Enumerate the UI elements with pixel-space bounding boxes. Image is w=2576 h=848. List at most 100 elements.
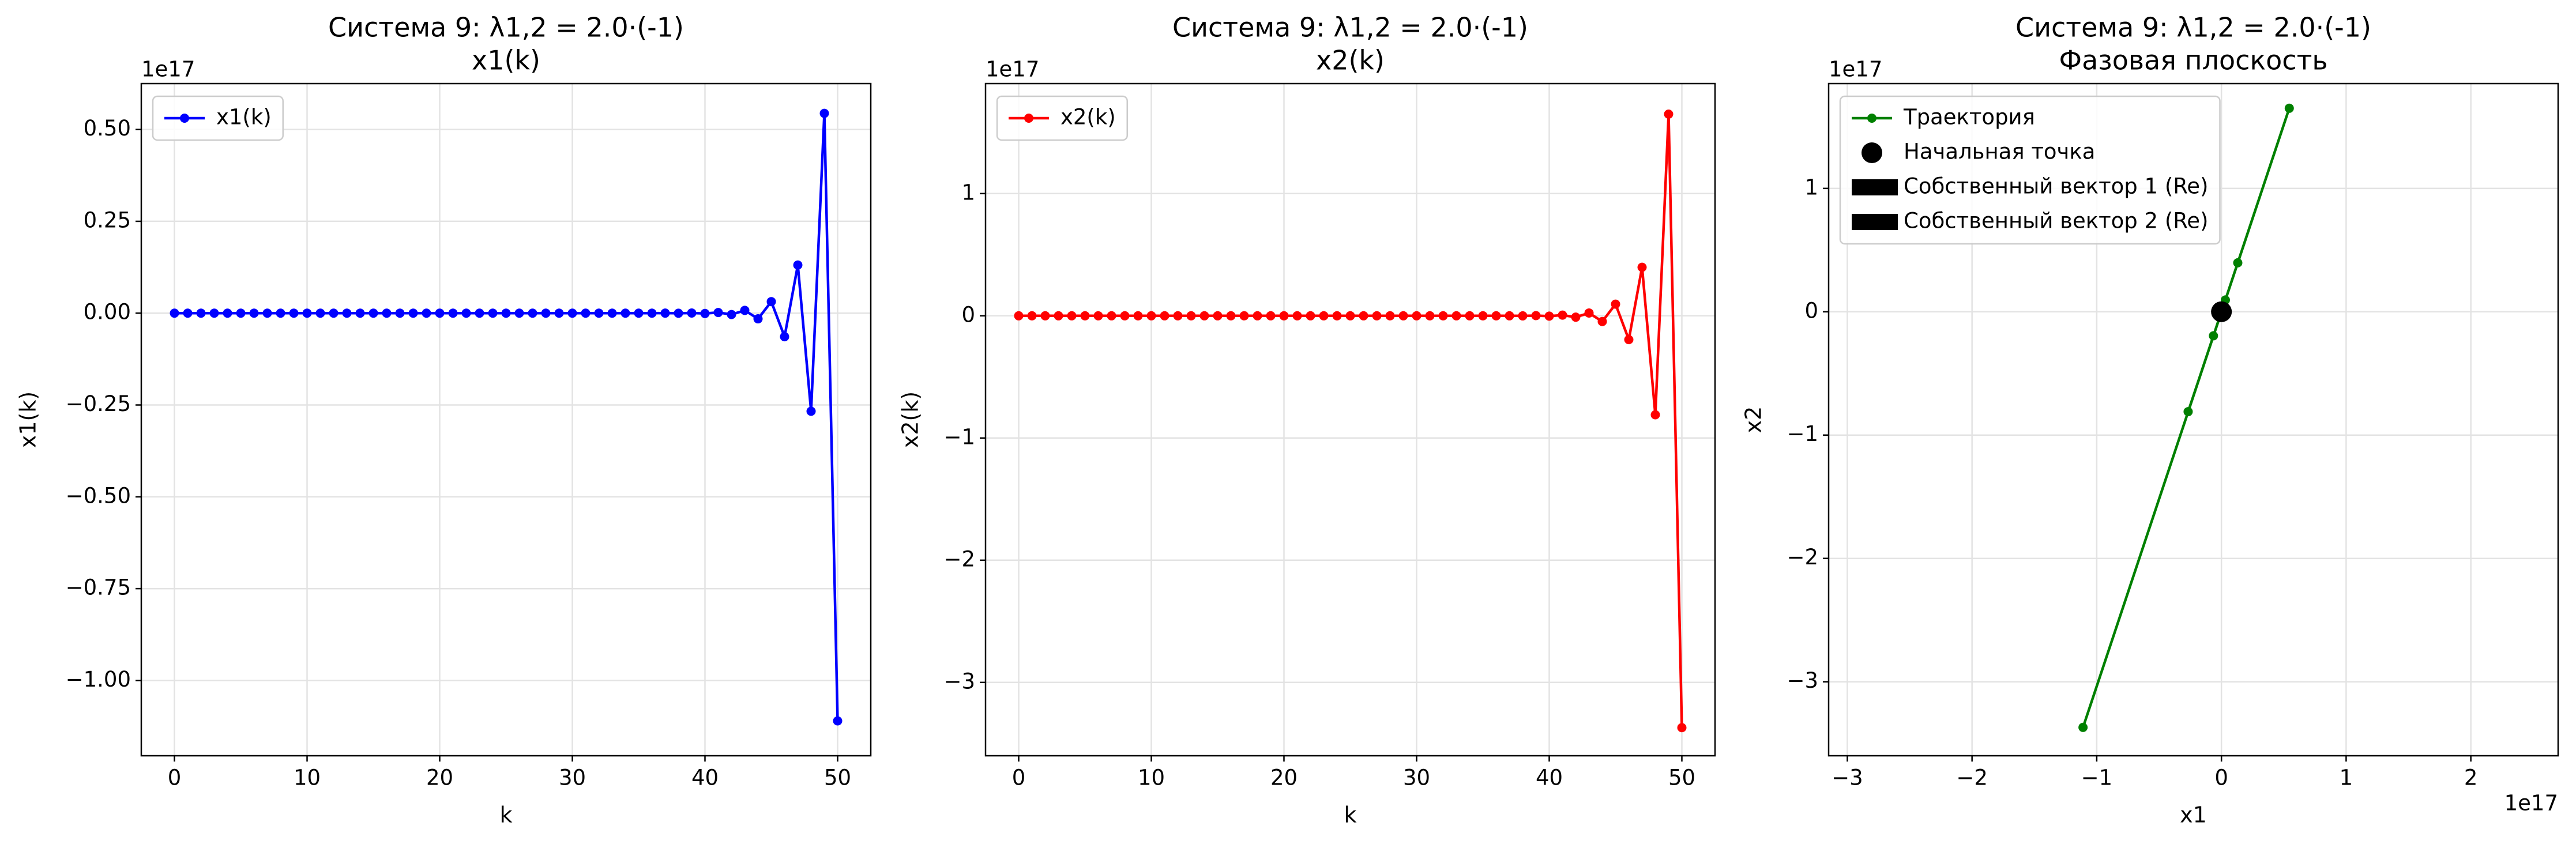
- legend-marker: [1024, 114, 1033, 123]
- legend-label: x1(k): [216, 105, 272, 130]
- y-axis-label: x2: [1741, 406, 1766, 434]
- data-point: [329, 308, 339, 318]
- legend-label: x2(k): [1061, 105, 1116, 130]
- data-point: [1518, 311, 1528, 321]
- data-point: [1611, 299, 1620, 309]
- data-point: [1531, 311, 1541, 321]
- data-point: [315, 308, 325, 318]
- data-point: [1279, 311, 1289, 321]
- data-point: [1478, 311, 1488, 321]
- x-tick-label: 30: [559, 766, 586, 790]
- data-point: [634, 308, 644, 318]
- x-tick-label: 10: [294, 766, 321, 790]
- x-tick-label: 50: [1668, 766, 1695, 790]
- data-point: [1133, 311, 1143, 321]
- y-tick-label: −3: [943, 669, 975, 694]
- data-point: [753, 314, 763, 324]
- x-tick-label: 40: [691, 766, 719, 790]
- data-point: [621, 308, 630, 318]
- chart-title: Система 9: λ1,2 = 2.0·(-1): [328, 12, 684, 43]
- data-point: [567, 308, 577, 318]
- legend-patch: [1852, 179, 1898, 195]
- data-point: [170, 308, 179, 318]
- x-tick-label: 0: [1012, 766, 1026, 790]
- x-offset-label: 1e17: [2504, 791, 2558, 816]
- data-point: [1505, 311, 1514, 321]
- x-tick-label: −3: [1832, 766, 1863, 790]
- data-point: [1266, 311, 1276, 321]
- data-point: [1544, 311, 1554, 321]
- y-tick-label: 0: [961, 302, 975, 327]
- data-point: [727, 310, 736, 319]
- data-point: [355, 308, 365, 318]
- data-point: [2183, 407, 2193, 417]
- data-point: [1637, 262, 1647, 272]
- data-point: [1624, 335, 1634, 345]
- data-point: [1372, 311, 1382, 321]
- data-point: [183, 308, 193, 318]
- x-tick-label: 20: [1270, 766, 1298, 790]
- data-point: [581, 308, 591, 318]
- y-tick-label: −3: [1787, 668, 1818, 693]
- data-point: [249, 308, 259, 318]
- x-tick-label: 1: [2340, 766, 2353, 790]
- legend-marker: [1867, 114, 1876, 123]
- x-tick-label: 20: [426, 766, 453, 790]
- legend-label: Собственный вектор 2 (Re): [1904, 209, 2209, 233]
- data-point: [342, 308, 352, 318]
- x-axis-label: x1: [2180, 802, 2207, 828]
- data-point: [1677, 723, 1687, 733]
- y-tick-label: 0: [1804, 298, 1818, 323]
- data-point: [2078, 722, 2088, 732]
- y-axis-label: x1(k): [16, 391, 41, 448]
- y-axis-label: x2(k): [898, 391, 923, 448]
- data-point: [554, 308, 564, 318]
- y-tick-label: −0.25: [66, 391, 131, 416]
- x-tick-label: 10: [1138, 766, 1165, 790]
- data-point: [2233, 258, 2243, 267]
- legend-box: [996, 95, 1128, 141]
- data-point: [382, 308, 392, 318]
- data-point: [1385, 311, 1395, 321]
- legend-label: Начальная точка: [1904, 140, 2095, 164]
- legend-marker: [180, 114, 189, 123]
- data-point: [422, 308, 431, 318]
- data-point: [1253, 311, 1262, 321]
- data-point: [475, 308, 484, 318]
- data-point: [833, 716, 843, 726]
- data-point: [1306, 311, 1315, 321]
- data-point: [223, 308, 232, 318]
- data-point: [1451, 311, 1461, 321]
- data-point: [1332, 311, 1342, 321]
- data-point: [780, 332, 789, 342]
- data-point: [289, 308, 299, 318]
- data-point: [501, 308, 511, 318]
- x-tick-label: −1: [2081, 766, 2113, 790]
- data-point: [660, 308, 670, 318]
- y-offset-label: 1e17: [141, 57, 195, 82]
- data-point: [541, 308, 551, 318]
- data-point: [276, 308, 285, 318]
- y-offset-label: 1e17: [986, 57, 1039, 82]
- y-tick-label: 0.00: [84, 300, 131, 325]
- data-point: [1438, 311, 1448, 321]
- data-point: [528, 308, 537, 318]
- data-point: [395, 308, 405, 318]
- data-point: [302, 308, 312, 318]
- y-tick-label: −1: [943, 424, 975, 449]
- data-point: [766, 297, 776, 307]
- data-point: [1398, 311, 1408, 321]
- y-tick-label: 0.50: [84, 116, 131, 141]
- data-point: [1226, 311, 1236, 321]
- data-point: [1491, 311, 1501, 321]
- data-point: [819, 108, 829, 118]
- data-point: [1571, 312, 1581, 322]
- y-tick-label: −0.75: [66, 575, 131, 600]
- data-point: [1239, 311, 1249, 321]
- x-tick-label: −2: [1956, 766, 1988, 790]
- plot-frame: [140, 82, 872, 757]
- series-line: [174, 113, 839, 721]
- data-point: [1160, 311, 1169, 321]
- legend-box: [152, 95, 284, 141]
